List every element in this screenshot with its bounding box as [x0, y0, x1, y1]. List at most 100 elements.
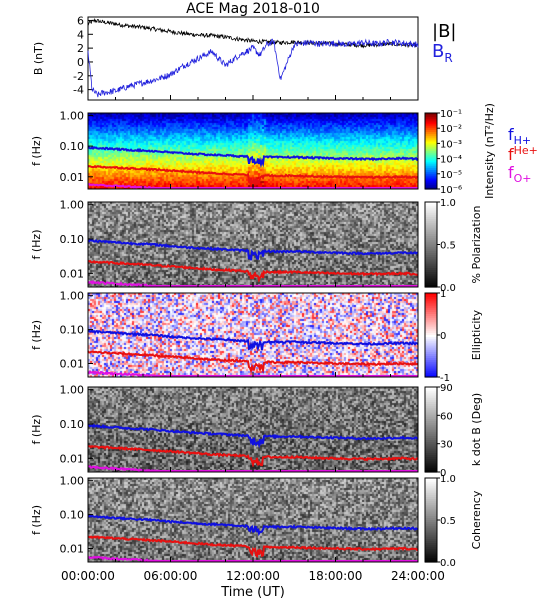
y-tick-label: 0.10 [60, 509, 85, 522]
colorbar-cell [425, 433, 437, 437]
colorbar-cell [425, 490, 437, 494]
chart-title: ACE Mag 2018-010 [186, 1, 320, 17]
colorbar-cell [425, 545, 437, 548]
colorbar-tick-label: 10⁻⁴ [440, 155, 462, 166]
y-tick-label: 0.10 [60, 233, 85, 246]
colorbar-cell [425, 418, 437, 422]
colorbar-cell [425, 515, 437, 519]
colorbar-cell [425, 536, 437, 540]
colorbar-cell [425, 265, 437, 269]
colorbar-cell [425, 118, 437, 122]
colorbar-cell [425, 465, 437, 469]
colorbar-cell [425, 202, 437, 205]
colorbar-cell [425, 339, 437, 342]
legend-f-heplus-main: f [508, 145, 514, 164]
legend-b-r-main: B [432, 41, 444, 62]
colorbar-tick-label: 60 [440, 411, 453, 422]
colorbar-cell [425, 484, 437, 487]
colorbar-cell [425, 366, 437, 370]
colorbar-cell [425, 284, 437, 288]
colorbar-cell [425, 242, 437, 246]
colorbar-cell [425, 114, 437, 118]
x-tick-label: 00:00:00 [61, 569, 115, 583]
colorbar-cell [425, 126, 437, 129]
colorbar-cell [425, 442, 437, 445]
colorbar-cell [425, 311, 437, 315]
colorbar-cell [425, 520, 437, 523]
colorbar-cell [425, 370, 437, 374]
colorbar-cell [425, 356, 437, 359]
f-hplus-line [87, 514, 418, 537]
colorbar-tick-label: 90 [440, 383, 453, 394]
y-tick-label: -4 [73, 84, 84, 97]
colorbar-cell [425, 299, 437, 302]
colorbar-cell [425, 141, 437, 144]
colorbar-cell [425, 482, 437, 485]
series-b-r-line [87, 38, 419, 98]
colorbar-cell [425, 528, 437, 532]
colorbar-tick-label: 10⁻⁶ [440, 185, 462, 196]
y-tick-label: 1.00 [60, 384, 85, 397]
colorbar-cell [425, 145, 437, 148]
panel-k-dot-b: 1.00 0.10 0.01 f (Hz) 90 60 30 0 k dot B (Deg) [30, 383, 483, 479]
colorbar-cell [425, 240, 437, 243]
colorbar-cell [425, 248, 437, 252]
legend-f-oplus-sub: O+ [514, 172, 532, 185]
colorbar-cell [425, 214, 437, 218]
y-tick-label: 1.00 [60, 199, 85, 212]
f-heplus-line [87, 259, 419, 283]
f-hplus-line [87, 329, 419, 353]
colorbar-cell [425, 233, 437, 237]
colorbar-cell [425, 179, 437, 182]
colorbar-tick-label: 0.5 [440, 241, 456, 252]
colorbar-cell [425, 162, 437, 165]
colorbar-cell [425, 250, 437, 254]
colorbar-cell [425, 170, 437, 173]
colorbar-cell [425, 301, 437, 305]
legend-f-oplus: fO+ [508, 163, 532, 185]
colorbar-cell [425, 309, 437, 313]
colorbar-cell [425, 530, 437, 534]
colorbar-cell [425, 391, 437, 394]
colorbar-cell [425, 143, 437, 146]
colorbar-cell [425, 272, 437, 275]
colorbar-cell [425, 259, 437, 263]
colorbar-cell [425, 305, 437, 309]
y-tick-label: 1.00 [60, 475, 85, 488]
colorbar-cell [425, 532, 437, 536]
colorbar-cell [425, 316, 437, 319]
colorbar-cell [425, 318, 437, 321]
colorbar-cell [425, 270, 437, 273]
colorbar-cell [425, 345, 437, 349]
colorbar-cell [425, 335, 437, 338]
colorbar-cell [425, 360, 437, 363]
colorbar-cell [425, 229, 437, 233]
colorbar-cell [425, 113, 437, 116]
y-tick-label: 0.01 [60, 267, 85, 280]
colorbar-cell [425, 160, 437, 163]
colorbar-cell [425, 496, 437, 500]
colorbar-tick-label: 0 [440, 331, 446, 342]
colorbar-cell [425, 478, 437, 481]
colorbar-tick-label: -1 [440, 373, 450, 384]
colorbar-cell [425, 463, 437, 467]
colorbar-cell [425, 320, 437, 323]
colorbar-cell [425, 244, 437, 248]
colorbar-tick-label: 0.0 [440, 283, 456, 294]
colorbar-tick-label: 10⁻¹ [440, 109, 462, 120]
colorbar-cell [425, 517, 437, 521]
colorbar: 10⁻¹ 10⁻² 10⁻³ 10⁻⁴ 10⁻⁵ 10⁻⁶ Intensity (nT²/H… [424, 103, 496, 199]
colorbar-cell [425, 467, 437, 471]
colorbar-cell [425, 307, 437, 311]
colorbar-cell [425, 414, 437, 418]
colorbar-cell [425, 397, 437, 401]
colorbar-cell [425, 421, 437, 424]
colorbar-cell [425, 130, 437, 133]
colorbar-tick-label: 30 [440, 440, 453, 451]
colorbar-cell [425, 128, 437, 131]
legend-f-hplus-sub: H+ [514, 134, 532, 147]
colorbar-cell [425, 349, 437, 353]
colorbar-cell [425, 507, 437, 511]
colorbar-cell [425, 326, 437, 330]
